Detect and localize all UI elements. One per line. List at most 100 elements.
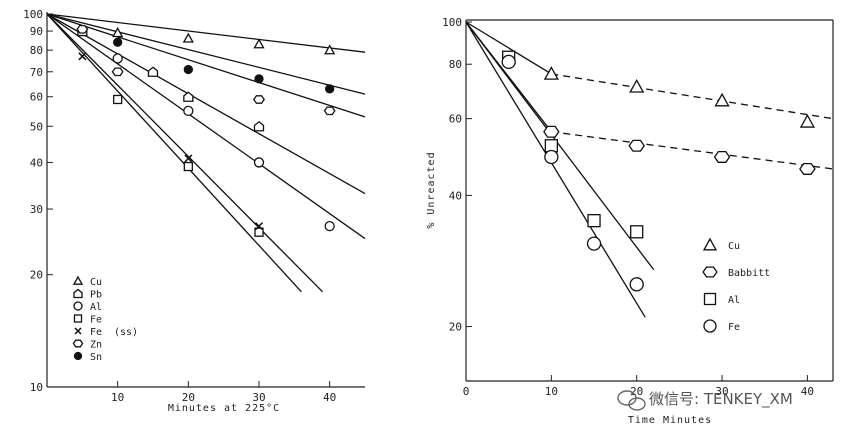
fit-line	[46, 13, 302, 293]
legend-label: Cu	[90, 277, 102, 288]
x-tick-label: 10	[545, 385, 558, 398]
fit-line	[465, 21, 552, 75]
marker-pentagon	[183, 91, 194, 102]
fit-line	[46, 13, 366, 195]
marker-x-stroke	[78, 52, 87, 61]
y-tick-label: 100	[23, 8, 43, 21]
marker-circle	[324, 220, 335, 232]
y-tick-label: 60	[449, 113, 462, 126]
marker-triangle	[629, 78, 645, 93]
left-markers	[76, 24, 336, 237]
fit-line	[465, 21, 646, 318]
marker-triangle	[182, 32, 194, 43]
marker-x	[74, 327, 82, 335]
x-tick-label: 20	[182, 391, 195, 404]
marker-x	[254, 222, 264, 231]
y-tick-label: 40	[449, 189, 462, 202]
marker-hexagon	[253, 95, 265, 104]
marker-circle	[544, 149, 559, 165]
legend-label: Al	[728, 295, 740, 306]
marker-triangle	[112, 27, 124, 38]
fit-line	[46, 13, 366, 53]
legend-label: Babbitt	[728, 268, 770, 279]
right-y-axis-label: % Unreacted	[426, 151, 437, 228]
fit-line	[46, 13, 366, 95]
legend-label: Fe	[90, 327, 102, 338]
right-fit-lines	[465, 21, 834, 318]
marker-square	[73, 314, 83, 323]
marker-circle	[703, 319, 717, 333]
watermark-text: 微信号: TENKEY_XM	[649, 390, 793, 409]
y-tick-label: 90	[30, 25, 43, 38]
marker-hexagon	[76, 24, 89, 34]
marker-hexagon	[628, 139, 645, 152]
y-tick-label: 20	[449, 321, 462, 334]
marker-x	[184, 154, 193, 163]
legend-label: Pb	[90, 290, 102, 301]
marker-filled-circle	[183, 64, 193, 75]
marker-filled-circle	[113, 37, 123, 47]
y-tick-label: 80	[449, 58, 462, 71]
y-tick-label: 60	[30, 91, 43, 104]
marker-hexagon	[72, 339, 84, 348]
legend-label: Cu	[728, 241, 740, 252]
marker-square	[183, 161, 193, 172]
marker-hexagon	[323, 106, 336, 116]
marker-filled-circle	[73, 351, 83, 361]
x-tick-label: 0	[463, 385, 470, 398]
marker-square	[630, 225, 644, 239]
y-tick-label: 50	[30, 120, 43, 133]
y-tick-label: 80	[30, 44, 43, 57]
marker-triangle	[714, 92, 730, 107]
marker-triangle	[799, 114, 816, 128]
marker-hexagon	[702, 266, 718, 278]
legend-suffix: (ss)	[114, 327, 138, 338]
right-legend: Cu Babbitt Al Fe	[702, 237, 770, 333]
marker-hexagon	[799, 162, 816, 175]
marker-square	[587, 214, 601, 228]
y-tick-label: 40	[30, 156, 43, 169]
fit-line	[465, 21, 655, 271]
right-x-axis-label: Time Minutes	[628, 415, 712, 426]
legend-label: Fe	[728, 322, 740, 333]
marker-x-stroke	[254, 222, 264, 231]
marker-circle	[501, 54, 516, 70]
x-tick-label: 40	[323, 391, 336, 404]
x-tick-label: 30	[715, 385, 728, 398]
y-tick-label: 10	[30, 381, 43, 394]
marker-square	[703, 292, 717, 306]
x-tick-label: 10	[111, 391, 124, 404]
y-tick-label: 20	[30, 269, 43, 282]
left-x-axis-label: Minutes at 225°C	[168, 403, 280, 414]
marker-circle	[253, 157, 265, 168]
fit-line	[46, 13, 324, 293]
fit-line	[46, 13, 366, 118]
marker-x	[78, 52, 87, 61]
marker-circle	[183, 105, 194, 116]
marker-hexagon	[111, 67, 124, 77]
fit-line	[551, 131, 834, 170]
marker-pentagon	[147, 66, 159, 77]
y-tick-label: 30	[30, 203, 43, 216]
watermark: 微信号: TENKEY_XM	[617, 390, 793, 411]
marker-pentagon	[253, 120, 265, 132]
marker-circle	[112, 53, 123, 64]
right-chart: 20 40 60 80 100 0 10 20 30 40 Cu Babbitt Al Fe Time …	[426, 16, 834, 426]
marker-triangle	[72, 275, 84, 285]
marker-hexagon	[713, 150, 731, 163]
fit-line	[46, 13, 366, 240]
marker-square	[254, 227, 264, 237]
left-ticks: 10 20 30 40 50 60 70 80 90 100 10 20 30 40	[23, 8, 336, 404]
marker-triangle	[543, 66, 559, 80]
marker-triangle	[253, 38, 265, 49]
x-tick-label: 40	[801, 385, 814, 398]
marker-x-stroke	[74, 327, 82, 335]
fit-line	[551, 73, 834, 120]
marker-triangle	[702, 237, 718, 251]
legend-label: Zn	[90, 340, 102, 351]
y-tick-label: 70	[30, 66, 43, 79]
right-markers	[501, 50, 816, 292]
